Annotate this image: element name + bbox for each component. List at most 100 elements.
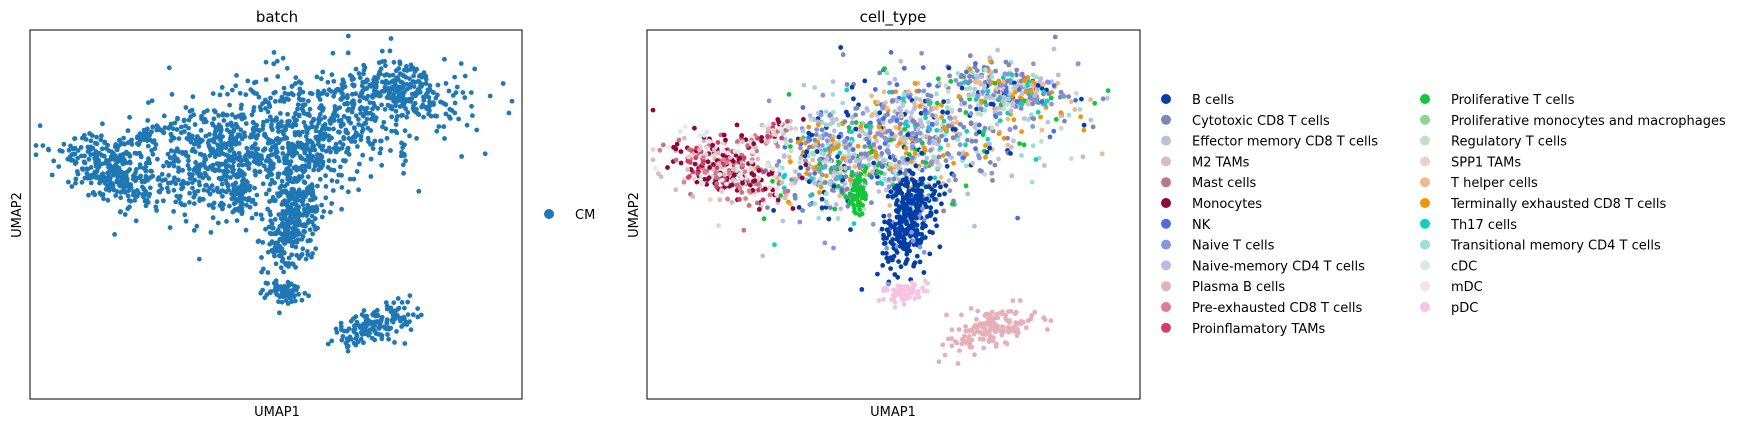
scatter-point (946, 65, 952, 71)
scatter-point (337, 105, 343, 110)
scatter-point (288, 159, 294, 164)
scatter-point (937, 244, 943, 250)
scatter-point (1035, 82, 1041, 88)
scatter-point (84, 166, 89, 172)
scatter-point (965, 137, 970, 143)
scatter-point (967, 93, 972, 99)
scatter-point (215, 142, 221, 148)
scatter-point (964, 128, 970, 134)
scatter-point (892, 133, 898, 139)
scatter-point (364, 77, 370, 83)
scatter-point (145, 159, 151, 165)
scatter-point (221, 118, 227, 123)
scatter-point (278, 111, 283, 116)
scatter-point (150, 124, 156, 130)
scatter-point (925, 214, 930, 219)
scatter-point (377, 69, 382, 75)
scatter-point (848, 227, 853, 233)
scatter-point (376, 60, 382, 66)
scatter-point (904, 160, 910, 166)
scatter-point (989, 74, 995, 80)
scatter-point (895, 283, 901, 289)
scatter-point (822, 163, 828, 169)
scatter-point (121, 157, 127, 163)
scatter-point (939, 133, 944, 139)
scatter-point (830, 187, 835, 193)
scatter-point (940, 342, 946, 348)
scatter-point (258, 212, 264, 218)
legend-label: Proinflamatory TAMs (1192, 322, 1326, 337)
scatter-point (149, 129, 154, 135)
scatter-point (410, 65, 416, 71)
scatter-point (287, 118, 292, 124)
scatter-point (37, 123, 43, 129)
scatter-point (812, 170, 818, 176)
scatter-point (704, 129, 710, 135)
scatter-point (776, 159, 782, 164)
scatter-point (866, 162, 872, 168)
legend-label: Pre-exhausted CD8 T cells (1192, 301, 1362, 316)
scatter-point (1062, 118, 1067, 124)
scatter-point (387, 48, 393, 54)
scatter-point (894, 215, 900, 220)
scatter-point (302, 229, 308, 235)
scatter-point (820, 143, 825, 148)
scatter-point (881, 213, 887, 219)
scatter-point (650, 147, 656, 152)
scatter-point (341, 122, 346, 127)
scatter-point (898, 58, 904, 64)
legend-marker (1420, 218, 1430, 229)
scatter-point (712, 152, 718, 158)
scatter-point (418, 72, 424, 78)
scatter-point (357, 75, 363, 81)
scatter-point (254, 135, 259, 141)
scatter-point (1073, 91, 1079, 96)
scatter-point (893, 163, 898, 169)
scatter-point (187, 171, 192, 177)
scatter-point (272, 217, 278, 222)
scatter-point (868, 124, 873, 130)
scatter-point (831, 146, 837, 152)
scatter-point (749, 159, 754, 165)
scatter-point (980, 132, 986, 138)
scatter-point (102, 139, 108, 145)
scatter-point (238, 133, 243, 138)
scatter-point (828, 205, 833, 211)
scatter-point (113, 142, 119, 147)
scatter-point (823, 122, 829, 128)
scatter-point (336, 129, 341, 135)
legend-label: Th17 cells (1450, 218, 1517, 233)
scatter-point (88, 180, 94, 186)
scatter-point (807, 202, 813, 208)
scatter-point (886, 184, 892, 190)
scatter-point (377, 150, 383, 156)
scatter-point (392, 315, 398, 321)
scatter-point (738, 172, 743, 177)
scatter-point (385, 85, 391, 91)
scatter-point (98, 192, 104, 197)
scatter-point (123, 183, 129, 189)
scatter-point (190, 180, 195, 186)
scatter-point (947, 73, 952, 79)
scatter-point (402, 316, 407, 321)
scatter-point (293, 264, 298, 270)
scatter-point (1055, 80, 1060, 86)
scatter-point (309, 219, 315, 225)
scatter-point (982, 172, 987, 177)
scatter-point (1011, 138, 1016, 144)
scatter-point (771, 208, 776, 213)
scatter-point (951, 160, 956, 166)
scatter-point (690, 194, 696, 199)
scatter-point (934, 100, 940, 106)
scatter-point (294, 230, 299, 236)
scatter-point (992, 162, 998, 168)
scatter-point (934, 127, 940, 133)
scatter-point (231, 150, 237, 156)
scatter-point (265, 109, 271, 115)
scatter-point (844, 186, 850, 192)
scatter-point (265, 281, 270, 286)
scatter-point (967, 104, 973, 110)
scatter-point (1025, 83, 1030, 88)
scatter-point (271, 61, 277, 67)
scatter-point (844, 82, 850, 87)
